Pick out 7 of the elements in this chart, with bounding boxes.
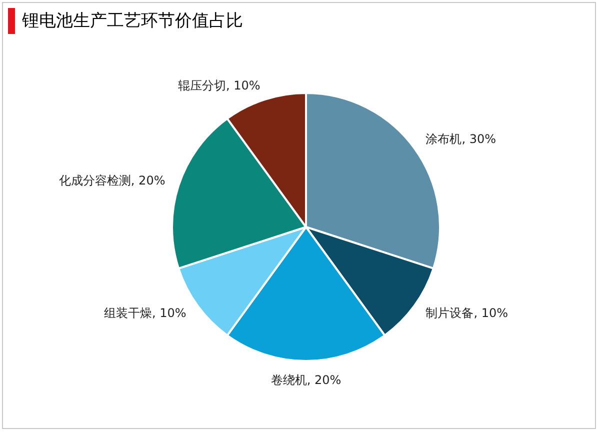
slice-label: 制片设备, 10% xyxy=(426,306,508,320)
slice-label: 卷绕机, 20% xyxy=(270,373,342,388)
slice-label: 组装干燥, 10% xyxy=(104,306,186,320)
slice-label: 涂布机, 30% xyxy=(426,132,496,146)
chart-title: 锂电池生产工艺环节价值占比 xyxy=(22,10,243,33)
slice-label: 化成分容检测, 20% xyxy=(58,173,166,188)
slice-label: 辊压分切, 10% xyxy=(178,78,260,92)
